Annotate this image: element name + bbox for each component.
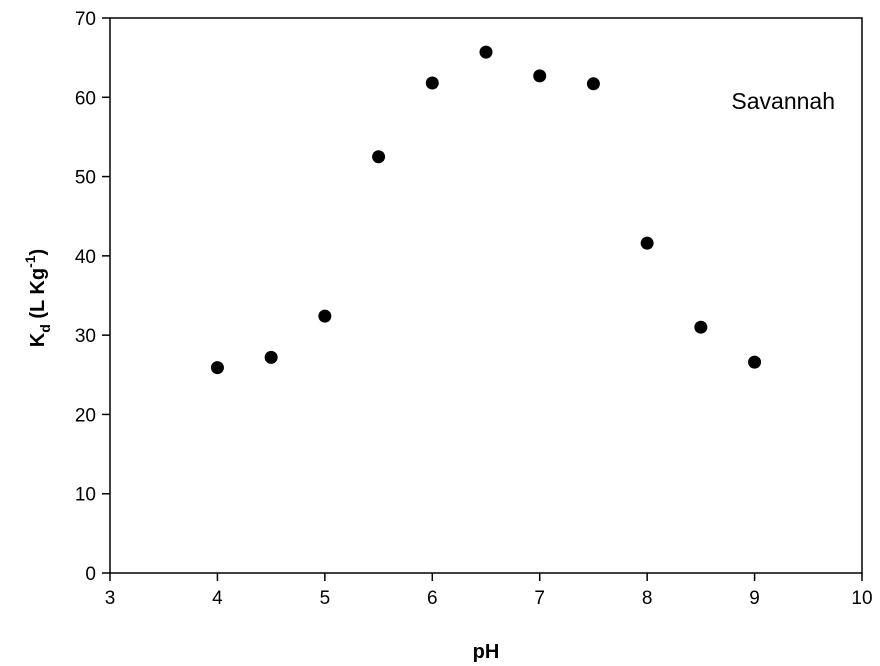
x-axis-title: pH	[473, 641, 500, 663]
annotation-label: Savannah	[731, 88, 835, 114]
y-tick-label: 30	[75, 326, 96, 347]
x-tick-label: 7	[534, 588, 545, 609]
data-points	[210, 45, 762, 375]
x-tick-label: 9	[749, 588, 760, 609]
y-tick-label: 40	[75, 247, 96, 268]
x-tick-label: 5	[320, 588, 331, 609]
y-tick-label: 50	[75, 168, 96, 189]
y-tick-label: 70	[75, 9, 96, 30]
data-point	[264, 350, 278, 364]
y-tick-label: 60	[75, 88, 96, 109]
data-point	[318, 309, 332, 323]
data-point	[533, 69, 547, 83]
data-point	[694, 320, 708, 334]
ticks: 3 4 5 6 7 8 9 10 0 10 20 30 40 50 60 70	[75, 9, 873, 609]
plot-frame	[109, 17, 863, 574]
data-point	[425, 76, 439, 90]
data-point	[479, 45, 493, 59]
data-point	[586, 77, 600, 91]
data-point	[210, 361, 224, 375]
x-tick-label: 10	[851, 588, 872, 609]
x-tick-label: 8	[642, 588, 653, 609]
data-point	[748, 355, 762, 369]
axes	[109, 17, 863, 574]
x-tick-label: 6	[427, 588, 438, 609]
y-tick-label: 0	[85, 564, 96, 585]
y-tick-label: 20	[75, 405, 96, 426]
y-tick-label: 10	[75, 485, 96, 506]
x-tick-label: 3	[105, 588, 116, 609]
y-axis-title: Kd (L Kg-1)	[22, 249, 53, 347]
data-point	[640, 236, 654, 250]
data-point	[372, 150, 386, 164]
x-tick-label: 4	[212, 588, 223, 609]
